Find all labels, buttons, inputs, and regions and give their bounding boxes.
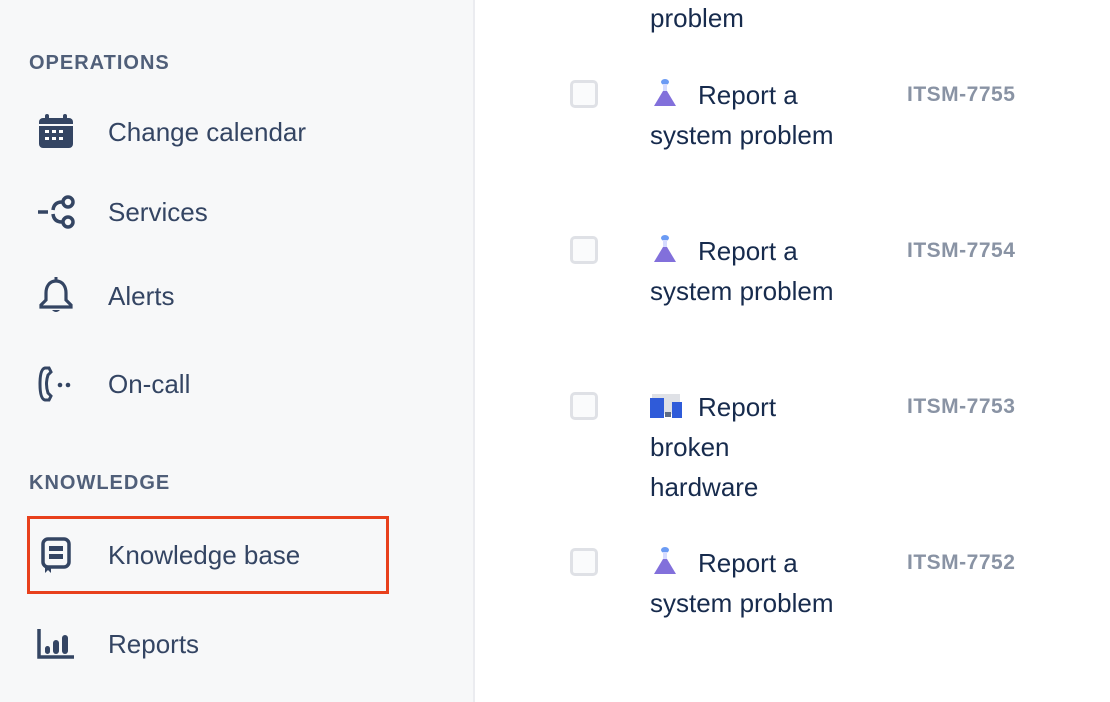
sidebar: OPERATIONS Change calendar Services Aler…: [0, 0, 475, 702]
sidebar-item-on-call[interactable]: On-call: [28, 346, 390, 422]
row-checkbox[interactable]: [570, 80, 598, 108]
flask-icon: [650, 546, 680, 574]
services-icon: [32, 192, 80, 232]
sidebar-item-label: Reports: [108, 628, 200, 659]
flask-icon: [650, 234, 680, 262]
sidebar-item-services[interactable]: Services: [28, 174, 390, 250]
issue-title[interactable]: Report broken hardware: [650, 390, 777, 502]
sidebar-item-label: On-call: [108, 368, 191, 399]
row-checkbox[interactable]: [570, 548, 598, 576]
calendar-icon: [32, 112, 80, 152]
row-checkbox[interactable]: [570, 236, 598, 264]
sidebar-item-label: Knowledge base: [108, 539, 301, 570]
chart-icon: [32, 624, 80, 664]
sidebar-item-label: Services: [108, 196, 208, 227]
issue-title[interactable]: Report a system problem: [650, 546, 834, 618]
section-header-knowledge: KNOWLEDGE: [29, 472, 171, 494]
sidebar-item-reports[interactable]: Reports: [28, 606, 390, 682]
sidebar-item-alerts[interactable]: Alerts: [28, 258, 390, 334]
issue-title[interactable]: Report a system problem: [650, 234, 834, 306]
flask-icon: [650, 78, 680, 106]
phone-icon: [32, 364, 80, 404]
issue-title-partial[interactable]: problem: [650, 3, 744, 33]
row-checkbox[interactable]: [570, 392, 598, 420]
sidebar-item-label: Change calendar: [108, 116, 307, 147]
sidebar-item-change-calendar[interactable]: Change calendar: [28, 94, 390, 170]
issue-key[interactable]: ITSM-7753: [907, 395, 1016, 418]
issue-key[interactable]: ITSM-7752: [907, 551, 1016, 574]
book-icon: [32, 535, 80, 575]
sidebar-item-label: Alerts: [108, 280, 175, 311]
bell-icon: [32, 276, 80, 316]
issue-key[interactable]: ITSM-7754: [907, 239, 1016, 262]
issue-title[interactable]: Report a system problem: [650, 78, 834, 150]
issue-list: problem Report a system problem ITSM-775…: [477, 0, 1110, 702]
sidebar-item-knowledge-base[interactable]: Knowledge base: [27, 516, 389, 594]
devices-icon: [650, 390, 682, 418]
section-header-operations: OPERATIONS: [29, 52, 170, 74]
issue-key[interactable]: ITSM-7755: [907, 83, 1016, 106]
